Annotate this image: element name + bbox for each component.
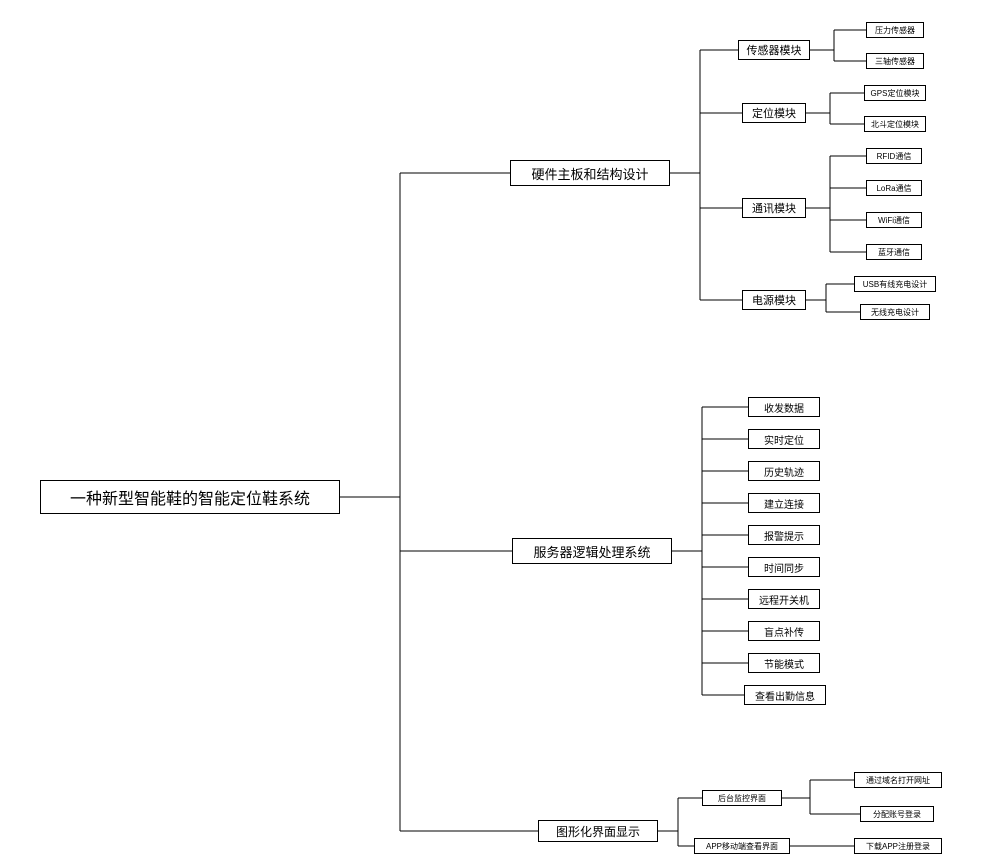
node-label: 收发数据 <box>764 400 804 415</box>
node-label: 建立连接 <box>764 496 804 511</box>
node-label: 北斗定位模块 <box>871 119 919 130</box>
node-label: 定位模块 <box>752 105 796 121</box>
srv_children-node: 节能模式 <box>748 653 820 673</box>
level1-node: 图形化界面显示 <box>538 820 658 842</box>
node-label: USB有线充电设计 <box>863 279 927 290</box>
node-label: 传感器模块 <box>747 42 802 58</box>
hw_children-node: 电源模块 <box>742 290 806 310</box>
sensor_children-node: 压力传感器 <box>866 22 924 38</box>
srv_children-node: 查看出勤信息 <box>744 685 826 705</box>
hw_children-node: 通讯模块 <box>742 198 806 218</box>
node-label: 三轴传感器 <box>875 56 915 67</box>
srv_children-node: 历史轨迹 <box>748 461 820 481</box>
node-label: 服务器逻辑处理系统 <box>533 542 650 561</box>
connector-layer <box>0 0 1000 862</box>
node-label: 实时定位 <box>764 432 804 447</box>
sensor_children-node: 三轴传感器 <box>866 53 924 69</box>
node-label: 图形化界面显示 <box>556 823 640 840</box>
srv_children-node: 盲点补传 <box>748 621 820 641</box>
node-label: 后台监控界面 <box>718 793 766 804</box>
node-label: LoRa通信 <box>876 183 911 194</box>
node-label: 时间同步 <box>764 560 804 575</box>
srv_children-node: 收发数据 <box>748 397 820 417</box>
gui_children-node: APP移动端查看界面 <box>694 838 790 854</box>
root-node: 一种新型智能鞋的智能定位鞋系统 <box>40 480 340 514</box>
srv_children-node: 实时定位 <box>748 429 820 449</box>
level1-node: 服务器逻辑处理系统 <box>512 538 672 564</box>
node-label: 远程开关机 <box>759 592 809 607</box>
node-label: GPS定位模块 <box>871 88 920 99</box>
srv_children-node: 远程开关机 <box>748 589 820 609</box>
node-label: 硬件主板和结构设计 <box>531 164 648 183</box>
node-label: 分配账号登录 <box>873 809 921 820</box>
node-label: 无线充电设计 <box>871 307 919 318</box>
comm_children-node: 蓝牙通信 <box>866 244 922 260</box>
srv_children-node: 建立连接 <box>748 493 820 513</box>
app_children-node: 下载APP注册登录 <box>854 838 942 854</box>
comm_children-node: RFID通信 <box>866 148 922 164</box>
node-label: 通过域名打开网址 <box>866 775 930 786</box>
node-label: 查看出勤信息 <box>755 688 815 703</box>
node-label: 节能模式 <box>764 656 804 671</box>
admin_children-node: 分配账号登录 <box>860 806 934 822</box>
loc_children-node: GPS定位模块 <box>864 85 926 101</box>
srv_children-node: 报警提示 <box>748 525 820 545</box>
admin_children-node: 通过域名打开网址 <box>854 772 942 788</box>
node-label: RFID通信 <box>877 151 912 162</box>
node-label: 盲点补传 <box>764 624 804 639</box>
comm_children-node: WiFi通信 <box>866 212 922 228</box>
node-label: 历史轨迹 <box>764 464 804 479</box>
node-label: 蓝牙通信 <box>878 247 910 258</box>
power_children-node: USB有线充电设计 <box>854 276 936 292</box>
power_children-node: 无线充电设计 <box>860 304 930 320</box>
node-label: 压力传感器 <box>875 25 915 36</box>
node-label: 通讯模块 <box>752 200 796 216</box>
node-label: 电源模块 <box>752 292 796 308</box>
node-label: APP移动端查看界面 <box>706 841 778 852</box>
gui_children-node: 后台监控界面 <box>702 790 782 806</box>
hw_children-node: 定位模块 <box>742 103 806 123</box>
hw_children-node: 传感器模块 <box>738 40 810 60</box>
node-label: 一种新型智能鞋的智能定位鞋系统 <box>70 485 310 509</box>
loc_children-node: 北斗定位模块 <box>864 116 926 132</box>
node-label: 下载APP注册登录 <box>866 841 930 852</box>
node-label: 报警提示 <box>764 528 804 543</box>
node-label: WiFi通信 <box>878 215 910 226</box>
level1-node: 硬件主板和结构设计 <box>510 160 670 186</box>
srv_children-node: 时间同步 <box>748 557 820 577</box>
comm_children-node: LoRa通信 <box>866 180 922 196</box>
